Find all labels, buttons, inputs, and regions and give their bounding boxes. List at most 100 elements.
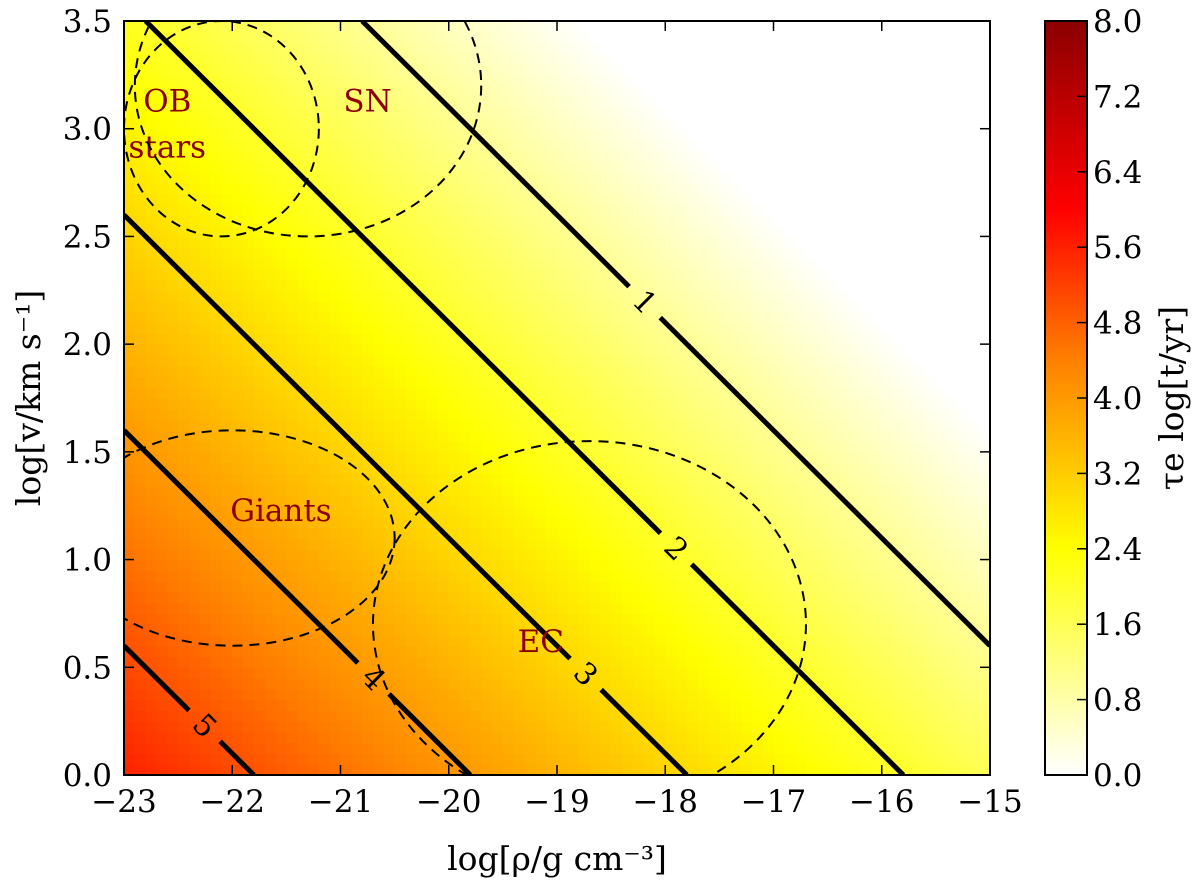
heatmap-cell [351,699,363,711]
heatmap-cell [188,268,201,281]
heatmap-cell [329,387,342,399]
heatmap-cell [578,678,591,690]
heatmap-cell [654,128,666,141]
heatmap-cell [351,602,363,615]
heatmap-cell [210,322,223,334]
heatmap-cell [253,613,266,625]
heatmap-cell [362,85,374,97]
heatmap-cell [708,667,720,679]
heatmap-cell [492,171,504,184]
heatmap-cell [665,268,677,281]
heatmap-cell [178,451,190,464]
heatmap-cell [340,710,352,722]
heatmap-cell [697,688,710,701]
heatmap-cell [589,408,601,421]
heatmap-cell [816,247,829,259]
heatmap-cell [383,236,396,248]
heatmap-cell [394,279,407,291]
heatmap-cell [632,430,645,442]
heatmap-cell [567,624,580,636]
heatmap-cell [849,42,861,54]
heatmap-cell [665,591,677,604]
heatmap-cell [870,430,883,442]
heatmap-cell [221,570,233,582]
heatmap-cell [297,117,309,130]
heatmap-cell [643,570,656,582]
heatmap-cell [427,31,439,44]
heatmap-cell [730,31,742,44]
heatmap-cell [492,591,504,604]
heatmap-cell [351,398,363,410]
heatmap-cell [719,710,731,722]
heatmap-cell [578,311,591,324]
heatmap-cell [329,645,342,658]
heatmap-cell [892,494,904,507]
heatmap-cell [860,365,872,378]
heatmap-cell [719,268,731,281]
heatmap-cell [611,764,623,775]
heatmap-cell [188,408,201,421]
heatmap-cell [156,559,168,571]
heatmap-cell [481,117,493,130]
heatmap-cell [362,624,374,636]
heatmap-cell [805,548,818,561]
heatmap-cell [481,214,493,227]
heatmap-cell [708,21,720,33]
heatmap-cell [124,139,136,151]
heatmap-cell [513,494,526,507]
heatmap-cell [816,344,829,356]
heatmap-cell [394,257,407,270]
heatmap-cell [156,634,168,647]
heatmap-cell [459,279,471,291]
heatmap-cell [719,128,731,141]
heatmap-cell [145,311,158,324]
heatmap-cell [611,117,623,130]
heatmap-cell [134,742,147,755]
heatmap-cell [199,430,212,442]
heatmap-cell [286,214,298,227]
heatmap-cell [708,214,720,227]
heatmap-cell [297,753,309,765]
heatmap-cell [621,64,634,76]
heatmap-cell [870,462,883,474]
heatmap-cell [795,581,807,593]
heatmap-cell [546,408,558,421]
heatmap-cell [210,117,223,130]
heatmap-cell [243,268,255,281]
heatmap-cell [427,667,439,679]
heatmap-cell [383,624,396,636]
heatmap-cell [340,742,352,755]
heatmap-cell [838,505,850,518]
heatmap-cell [708,376,720,388]
heatmap-cell [405,624,417,636]
heatmap-cell [308,602,320,615]
heatmap-cell [427,64,439,76]
heatmap-cell [578,354,591,367]
heatmap-cell [470,376,482,388]
heatmap-cell [665,290,677,302]
heatmap-cell [676,64,688,76]
heatmap-cell [362,678,374,690]
heatmap-cell [730,419,742,431]
heatmap-cell [232,408,244,421]
heatmap-cell [676,753,688,765]
heatmap-cell [741,602,753,615]
heatmap-cell [405,182,417,194]
heatmap-cell [416,268,428,281]
heatmap-cell [621,257,634,270]
heatmap-cell [632,742,645,755]
heatmap-cell [243,753,255,765]
heatmap-cell [816,634,829,647]
heatmap-cell [654,764,666,775]
heatmap-cell [405,301,417,313]
heatmap-cell [210,279,223,291]
heatmap-cell [188,290,201,302]
heatmap-cell [816,656,829,668]
heatmap-cell [546,53,558,65]
heatmap-cell [308,548,320,561]
heatmap-cell [741,581,753,593]
heatmap-cell [416,204,428,216]
heatmap-cell [351,311,363,324]
heatmap-cell [427,117,439,130]
heatmap-cell [416,42,428,54]
